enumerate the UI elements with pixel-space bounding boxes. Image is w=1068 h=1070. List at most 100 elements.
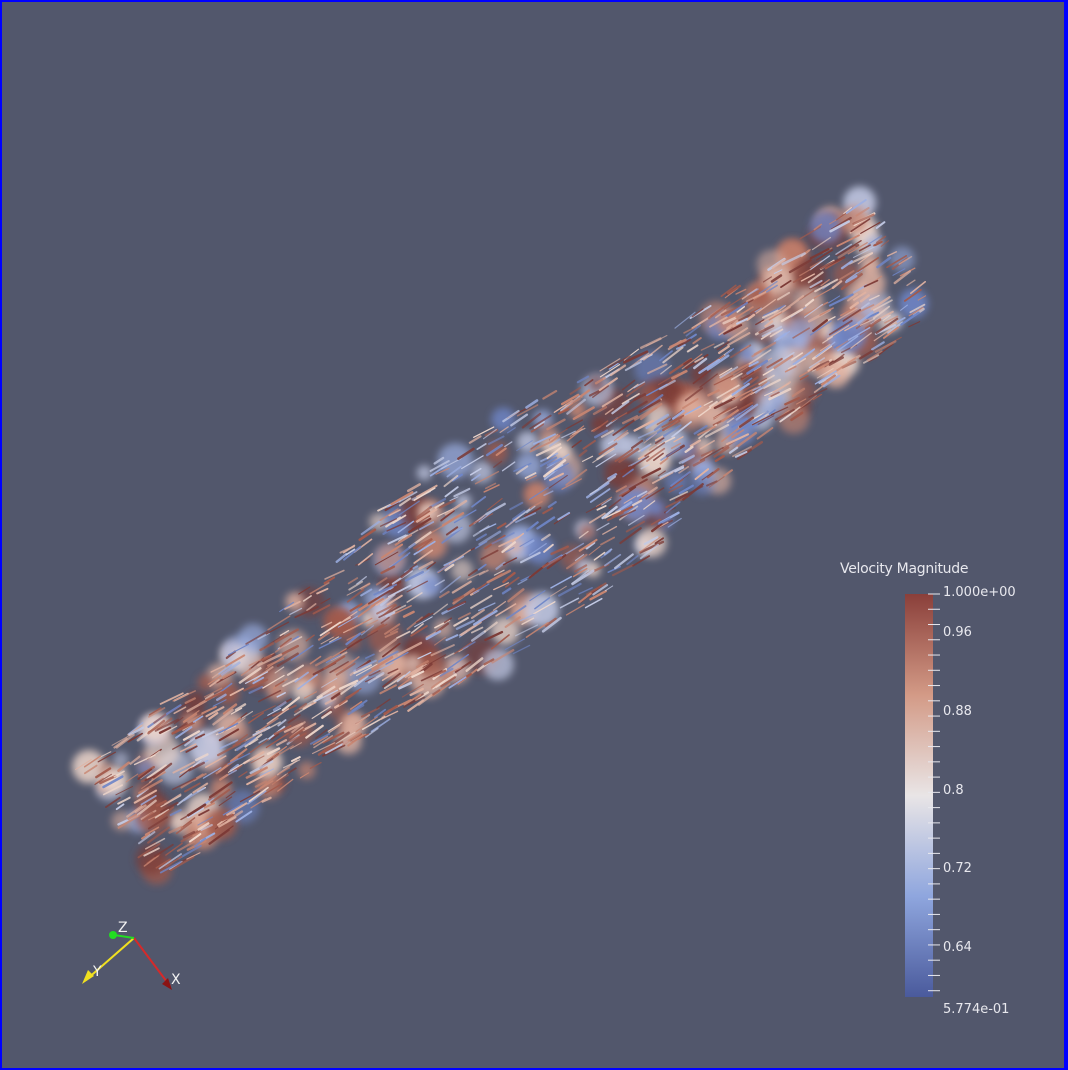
flow-streak	[212, 688, 230, 698]
flow-streak	[349, 603, 363, 612]
flow-streak	[258, 717, 279, 732]
flow-streak	[366, 619, 379, 627]
flow-streak	[434, 579, 445, 587]
flow-streak	[866, 311, 880, 319]
flow-streak	[694, 468, 710, 481]
flow-streak	[159, 861, 182, 874]
flow-streak	[758, 280, 778, 295]
flow-streak	[349, 701, 363, 710]
flow-streak	[184, 697, 196, 705]
flow-streak	[504, 441, 513, 448]
flow-streak	[203, 687, 223, 698]
flow-streak	[528, 542, 547, 556]
flow-streak	[733, 404, 754, 419]
flow-streak	[852, 291, 867, 301]
flow-streak	[808, 357, 826, 369]
flow-streak	[444, 486, 459, 498]
flow-streak	[833, 353, 845, 363]
flow-streak	[453, 642, 472, 655]
flow-streak	[154, 718, 180, 732]
flow-streak	[578, 530, 589, 539]
flow-streak	[290, 742, 302, 750]
flow-streak	[599, 363, 621, 378]
flow-blob	[756, 249, 787, 280]
flow-streak	[483, 621, 498, 633]
flow-streak	[754, 381, 770, 394]
flow-streak	[388, 509, 401, 517]
flow-streak	[446, 465, 462, 478]
flow-streak	[703, 400, 713, 406]
x-axis-line	[133, 937, 171, 987]
flow-blob	[491, 407, 516, 432]
flow-streak	[660, 447, 681, 461]
flow-streak	[546, 553, 567, 570]
flow-streak	[578, 538, 598, 552]
flow-streak	[273, 725, 292, 736]
flow-streak	[550, 585, 567, 597]
flow-streak	[633, 381, 646, 389]
flow-streak	[840, 273, 863, 291]
flow-streak	[747, 288, 759, 296]
flow-streak	[470, 594, 493, 609]
flow-blob	[739, 346, 755, 362]
flow-streak	[541, 533, 551, 541]
flow-streak	[158, 853, 182, 870]
flow-streak	[137, 842, 161, 859]
flow-streak	[397, 520, 415, 534]
flow-streak	[169, 855, 195, 871]
flow-streak	[505, 516, 520, 528]
flow-streak	[643, 344, 663, 361]
flow-streak	[470, 609, 485, 619]
flow-blob	[416, 465, 432, 481]
flow-streak	[274, 639, 293, 653]
flow-streak	[209, 679, 220, 688]
flow-streak	[549, 438, 561, 447]
flow-streak	[774, 408, 795, 421]
flow-streak	[433, 603, 448, 616]
flow-streak	[669, 338, 687, 349]
flow-streak	[257, 632, 270, 640]
flow-streak	[807, 362, 821, 372]
flow-streak	[484, 630, 504, 642]
flow-streak	[712, 406, 738, 420]
flow-streak	[380, 565, 396, 575]
flow-streak	[298, 586, 311, 595]
flow-streak	[608, 362, 619, 370]
flow-streak	[475, 533, 487, 541]
flow-streak	[768, 387, 792, 401]
flow-streak	[283, 759, 301, 769]
flow-streak	[287, 714, 301, 724]
flow-streak	[795, 398, 807, 405]
y-axis-label: Y	[92, 964, 102, 980]
flow-blob	[481, 648, 514, 681]
flow-streak	[762, 309, 779, 319]
flow-streak	[343, 611, 358, 622]
flow-streak	[863, 354, 880, 364]
flow-streak	[417, 538, 433, 552]
flow-streak	[876, 256, 892, 269]
flow-streak	[501, 587, 512, 595]
flow-streak	[186, 852, 201, 860]
flow-blob	[515, 452, 542, 480]
flow-streak	[909, 280, 927, 295]
flow-band	[72, 186, 929, 885]
flow-streak	[188, 833, 202, 843]
flow-streak	[289, 732, 307, 743]
flow-streak	[411, 522, 424, 531]
flow-streak	[717, 345, 730, 355]
flow-streak	[179, 766, 194, 774]
flow-streak	[831, 280, 843, 289]
flow-streak	[111, 733, 133, 746]
flow-streak	[761, 325, 783, 338]
flow-streak	[205, 755, 227, 768]
flow-streak	[435, 622, 450, 634]
flow-streak	[632, 555, 651, 567]
flow-streak	[628, 478, 648, 490]
flow-streak	[353, 659, 377, 672]
flow-streak	[186, 806, 205, 819]
flow-streak	[477, 602, 496, 612]
flow-streak	[582, 439, 596, 450]
flow-streak	[311, 706, 331, 720]
flow-streak	[171, 777, 197, 791]
